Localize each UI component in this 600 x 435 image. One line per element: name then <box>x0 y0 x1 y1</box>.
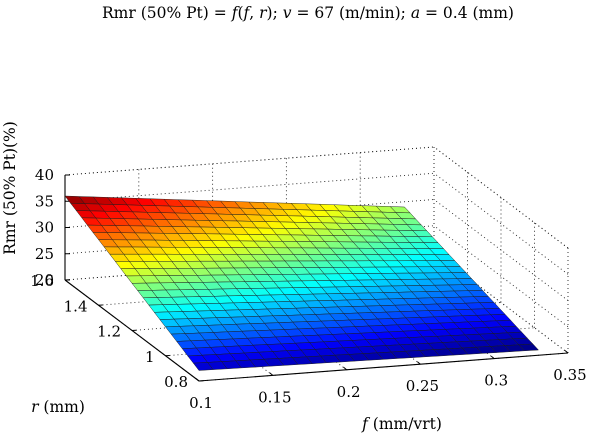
y-axis-label: r (mm) <box>31 398 85 416</box>
surface-cell <box>518 343 539 352</box>
x-tick-mark <box>564 350 569 354</box>
back-wall-grid-line <box>64 172 435 202</box>
x-tick-mark <box>269 372 274 376</box>
x-tick-label: 0.35 <box>553 366 586 384</box>
x-tick-label: 0.15 <box>258 388 291 406</box>
x-tick-mark <box>343 366 347 371</box>
surface-mesh <box>64 195 539 371</box>
back-wall-grid-line <box>64 146 435 176</box>
x-tick-mark <box>490 355 495 359</box>
side-wall-grid-line <box>433 172 569 275</box>
z-tick-label: 40 <box>35 166 54 184</box>
chart-title: Rmr (50% Pt) = f(f, r); v = 67 (m/min); … <box>102 4 514 22</box>
z-tick-label: 25 <box>35 245 54 263</box>
y-tick-label: 1.2 <box>97 323 121 341</box>
x-axis-line <box>198 352 569 382</box>
x-axis-label: f (mm/vrt) <box>361 415 442 433</box>
y-tick-label: 0.8 <box>164 373 188 391</box>
x-tick-mark <box>195 378 200 382</box>
axes <box>64 174 569 382</box>
x-tick-mark <box>417 361 421 365</box>
x-tick-label: 0.25 <box>406 377 439 395</box>
tick-labels: 0.1 0.15 0.2 0.25 0.3 0.35 0.8 1 1.2 1.4 1.620 25 30… <box>30 166 587 412</box>
z-tick-label: 20 <box>35 271 54 289</box>
y-tick-label: 1 <box>145 348 155 366</box>
x-tick-label: 0.2 <box>337 383 361 401</box>
x-tick-label: 0.3 <box>484 372 508 390</box>
y-tick-label: 1.4 <box>64 297 88 315</box>
y-tick-label: 1.6 <box>30 272 54 290</box>
z-tick-label: 35 <box>35 192 54 210</box>
box-edge <box>64 146 435 176</box>
z-axis-label: Rmr (50% Pt)(%) <box>1 121 19 255</box>
x-tick-label: 0.1 <box>189 394 213 412</box>
back-wall-grid-line <box>64 199 435 228</box>
z-tick-label: 30 <box>35 219 54 237</box>
